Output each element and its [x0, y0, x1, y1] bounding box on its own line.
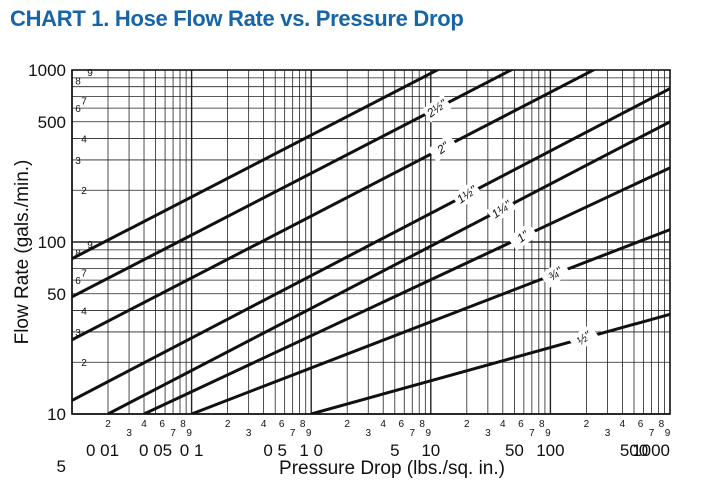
x-tick-minor-label: 7	[529, 428, 535, 439]
y-tick-minor-label: 9	[87, 68, 93, 79]
x-tick-minor-label: 8	[180, 419, 186, 430]
x-tick-minor-label: 7	[649, 428, 655, 439]
series-label-backdrop	[421, 94, 453, 123]
series-line	[107, 120, 670, 414]
series-label-backdrop	[507, 222, 538, 251]
x-tick-minor-label: 3	[366, 428, 372, 439]
x-tick-minor-label: 6	[279, 419, 285, 430]
y-tick-minor-label: 9	[87, 240, 93, 251]
x-tick-minor-label: 3	[126, 428, 132, 439]
x-tick-minor-label: 2	[105, 419, 111, 430]
x-tick-minor-label: 6	[399, 419, 405, 430]
x-tick-minor-label: 2	[344, 419, 350, 430]
x-tick-minor-label: 7	[290, 428, 296, 439]
x-tick-label: 100	[536, 441, 564, 460]
x-tick-minor-label: 8	[659, 419, 665, 430]
series-label-backdrop	[568, 324, 600, 353]
x-tick-label: 10	[421, 441, 440, 460]
series-line	[72, 70, 515, 299]
series-line	[143, 166, 670, 414]
series-label-backdrop	[451, 180, 482, 209]
x-tick-minor-label: 3	[485, 428, 491, 439]
x-tick-label: 50	[505, 441, 524, 460]
grid	[71, 70, 670, 415]
x-tick-label: 5	[390, 441, 399, 460]
x-tick-minor-label: 2	[225, 419, 231, 430]
x-tick-minor-label: 4	[141, 419, 147, 430]
y-tick-label: 500	[38, 113, 66, 132]
plot-frame	[71, 69, 671, 415]
x-tick-minor-label: 4	[620, 419, 626, 430]
x-tick-minor-label: 2	[464, 419, 470, 430]
x-tick-minor-label: 6	[518, 419, 524, 430]
chart-title: CHART 1. Hose Flow Rate vs. Pressure Dro…	[10, 6, 464, 31]
y-tick-minor-label: 6	[75, 276, 81, 287]
y-tick-minor-label: 7	[81, 269, 87, 280]
x-tick-label: 0 1	[180, 441, 204, 460]
series-lines	[72, 70, 670, 414]
series-line	[310, 312, 670, 414]
y-tick-minor-label: 3	[75, 328, 81, 339]
x-tick-minor-label: 3	[246, 428, 252, 439]
x-tick-label: 1 0	[299, 441, 323, 460]
x-tick-label: 500	[620, 441, 648, 460]
x-tick-minor-label: 7	[410, 428, 416, 439]
y-tick-minor-label: 4	[81, 306, 87, 317]
x-tick-minor-label: 4	[261, 419, 267, 430]
y-tick-label: 5	[57, 457, 66, 476]
x-axis-title: Pressure Drop (lbs./sq. in.)	[279, 458, 505, 479]
x-tick-minor-label: 8	[300, 419, 306, 430]
y-tick-minor-label: 4	[81, 134, 87, 145]
x-tick-minor-label: 8	[419, 419, 425, 430]
y-tick-label: 10	[47, 405, 66, 424]
x-tick-minor-label: 6	[638, 419, 644, 430]
x-tick-minor-label: 4	[500, 419, 506, 430]
x-tick-label: 0 01	[86, 441, 119, 460]
y-tick-minor-label: 3	[75, 156, 81, 167]
series-line	[191, 228, 670, 414]
y-axis-title: Flow Rate (gals./min.)	[12, 160, 33, 345]
x-tick-minor-label: 3	[605, 428, 611, 439]
y-tick-minor-label: 2	[81, 358, 87, 369]
y-tick-label: 50	[47, 285, 66, 304]
x-tick-label: 1000	[632, 441, 670, 460]
x-tick-minor-label: 9	[306, 428, 312, 439]
x-tick-minor-label: 9	[186, 428, 192, 439]
y-tick-label: 100	[38, 233, 66, 252]
x-tick-minor-label: 7	[170, 428, 176, 439]
x-tick-minor-label: 4	[380, 419, 386, 430]
series-label-backdrop	[427, 133, 459, 163]
x-tick-minor-label: 8	[539, 419, 545, 430]
series-line	[72, 70, 441, 261]
series-line	[72, 87, 670, 402]
series-line	[72, 70, 597, 342]
x-tick-minor-label: 2	[584, 419, 590, 430]
x-tick-label: 0 05	[139, 441, 172, 460]
x-tick-minor-label: 6	[159, 419, 165, 430]
y-tick-minor-label: 6	[75, 104, 81, 115]
x-tick-minor-label: 9	[426, 428, 432, 439]
y-tick-minor-label: 7	[81, 97, 87, 108]
series-label-backdrop	[539, 259, 571, 288]
y-tick-minor-label: 8	[75, 77, 81, 88]
x-tick-minor-label: 9	[665, 428, 671, 439]
x-tick-minor-label: 9	[545, 428, 551, 439]
y-tick-minor-label: 2	[81, 186, 87, 197]
y-tick-label: 1000	[28, 61, 66, 80]
series-label-backdrop	[486, 195, 517, 224]
x-tick-label: 0 5	[263, 441, 287, 460]
y-tick-minor-label: 8	[75, 249, 81, 260]
